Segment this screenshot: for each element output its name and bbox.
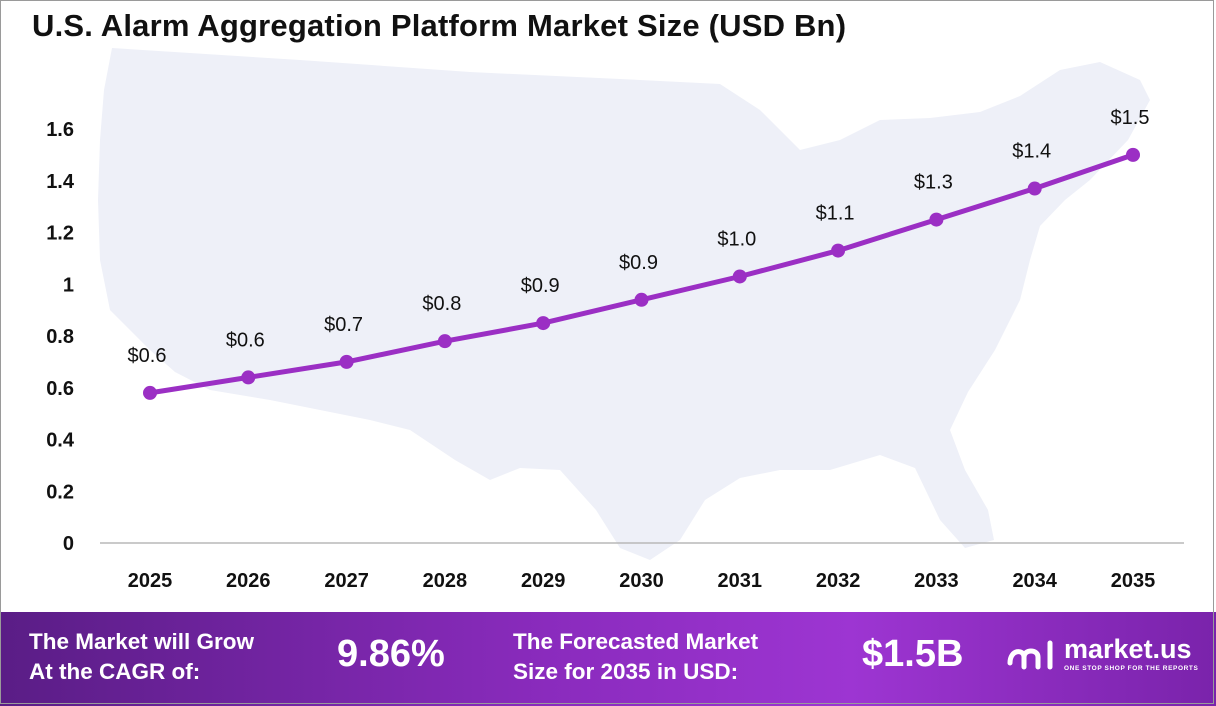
chart-title: U.S. Alarm Aggregation Platform Market S… [32, 8, 847, 43]
data-point [634, 292, 649, 307]
data-point [241, 370, 256, 385]
y-tick-label: 0.4 [46, 430, 75, 452]
data-label: $0.9 [521, 275, 560, 297]
data-point [437, 334, 452, 349]
x-tick-label: 2028 [423, 570, 468, 592]
data-point [732, 269, 747, 284]
cagr-value: 9.86% [337, 633, 445, 675]
data-point [339, 354, 354, 369]
x-tick-label: 2027 [324, 570, 369, 592]
forecast-value: $1.5B [862, 633, 964, 675]
market-us-logo-icon [1007, 640, 1053, 670]
data-point [929, 212, 944, 227]
y-tick-label: 0.6 [46, 378, 74, 400]
x-tick-label: 2026 [226, 570, 271, 592]
data-label: $0.6 [128, 345, 167, 367]
data-label: $0.7 [324, 314, 363, 336]
market-us-logo[interactable]: market.us ONE STOP SHOP FOR THE REPORTS [1006, 636, 1198, 672]
logo-name: market.us [1064, 634, 1192, 664]
cagr-label: The Market will Grow At the CAGR of: [29, 627, 254, 687]
data-label: $1.5 [1111, 107, 1150, 129]
data-point [536, 316, 551, 331]
x-tick-label: 2032 [816, 570, 861, 592]
x-tick-label: 2030 [619, 570, 664, 592]
cagr-label-line-2: At the CAGR of: [29, 659, 201, 684]
x-tick-label: 2033 [914, 570, 959, 592]
data-point [143, 385, 157, 400]
forecast-label: The Forecasted Market Size for 2035 in U… [513, 627, 758, 687]
data-label: $0.6 [226, 329, 265, 351]
y-tick-label: 0.2 [46, 481, 74, 503]
x-tick-label: 2034 [1012, 570, 1057, 592]
data-label: $1.0 [717, 228, 756, 250]
x-tick-label: 2029 [521, 570, 566, 592]
y-tick-label: 0 [63, 533, 74, 555]
logo-tagline: ONE STOP SHOP FOR THE REPORTS [1064, 665, 1199, 672]
data-label: $1.4 [1012, 141, 1051, 163]
data-point [1027, 181, 1042, 196]
x-tick-label: 2031 [718, 570, 763, 592]
x-axis-ticks: 2025 2026 2027 2028 2029 2030 2031 2032 2033 2034… [128, 570, 1156, 592]
y-tick-label: 0.8 [46, 326, 74, 348]
data-points [143, 147, 1140, 400]
x-tick-label: 2025 [128, 570, 173, 592]
data-point [1126, 147, 1140, 162]
y-tick-label: 1 [63, 274, 74, 296]
y-axis-ticks: 0 0.2 0.4 0.6 0.8 1 1.2 1.4 1.6 [46, 119, 75, 555]
data-label: $1.1 [816, 203, 855, 225]
x-tick-label: 2035 [1111, 570, 1156, 592]
data-label: $0.8 [422, 293, 461, 315]
data-label: $1.3 [914, 172, 953, 194]
forecast-label-line-2: Size for 2035 in USD: [513, 659, 739, 684]
data-labels: $0.6 $0.6 $0.7 $0.8 $0.9 $0.9 $1.0 $1.1 $1.3 $1.4… [128, 107, 1150, 367]
y-tick-label: 1.6 [46, 119, 74, 141]
line-chart: 0 0.2 0.4 0.6 0.8 1 1.2 1.4 1.6 2025 2026 2027 2028… [46, 48, 1184, 592]
y-tick-label: 1.2 [46, 223, 74, 245]
forecast-label-line-1: The Forecasted Market [513, 629, 759, 654]
data-point [831, 243, 846, 258]
y-tick-label: 1.4 [46, 171, 75, 193]
cagr-label-line-1: The Market will Grow [29, 629, 255, 654]
footer-banner: The Market will Grow At the CAGR of: 9.8… [0, 612, 1216, 706]
data-label: $0.9 [619, 252, 658, 274]
